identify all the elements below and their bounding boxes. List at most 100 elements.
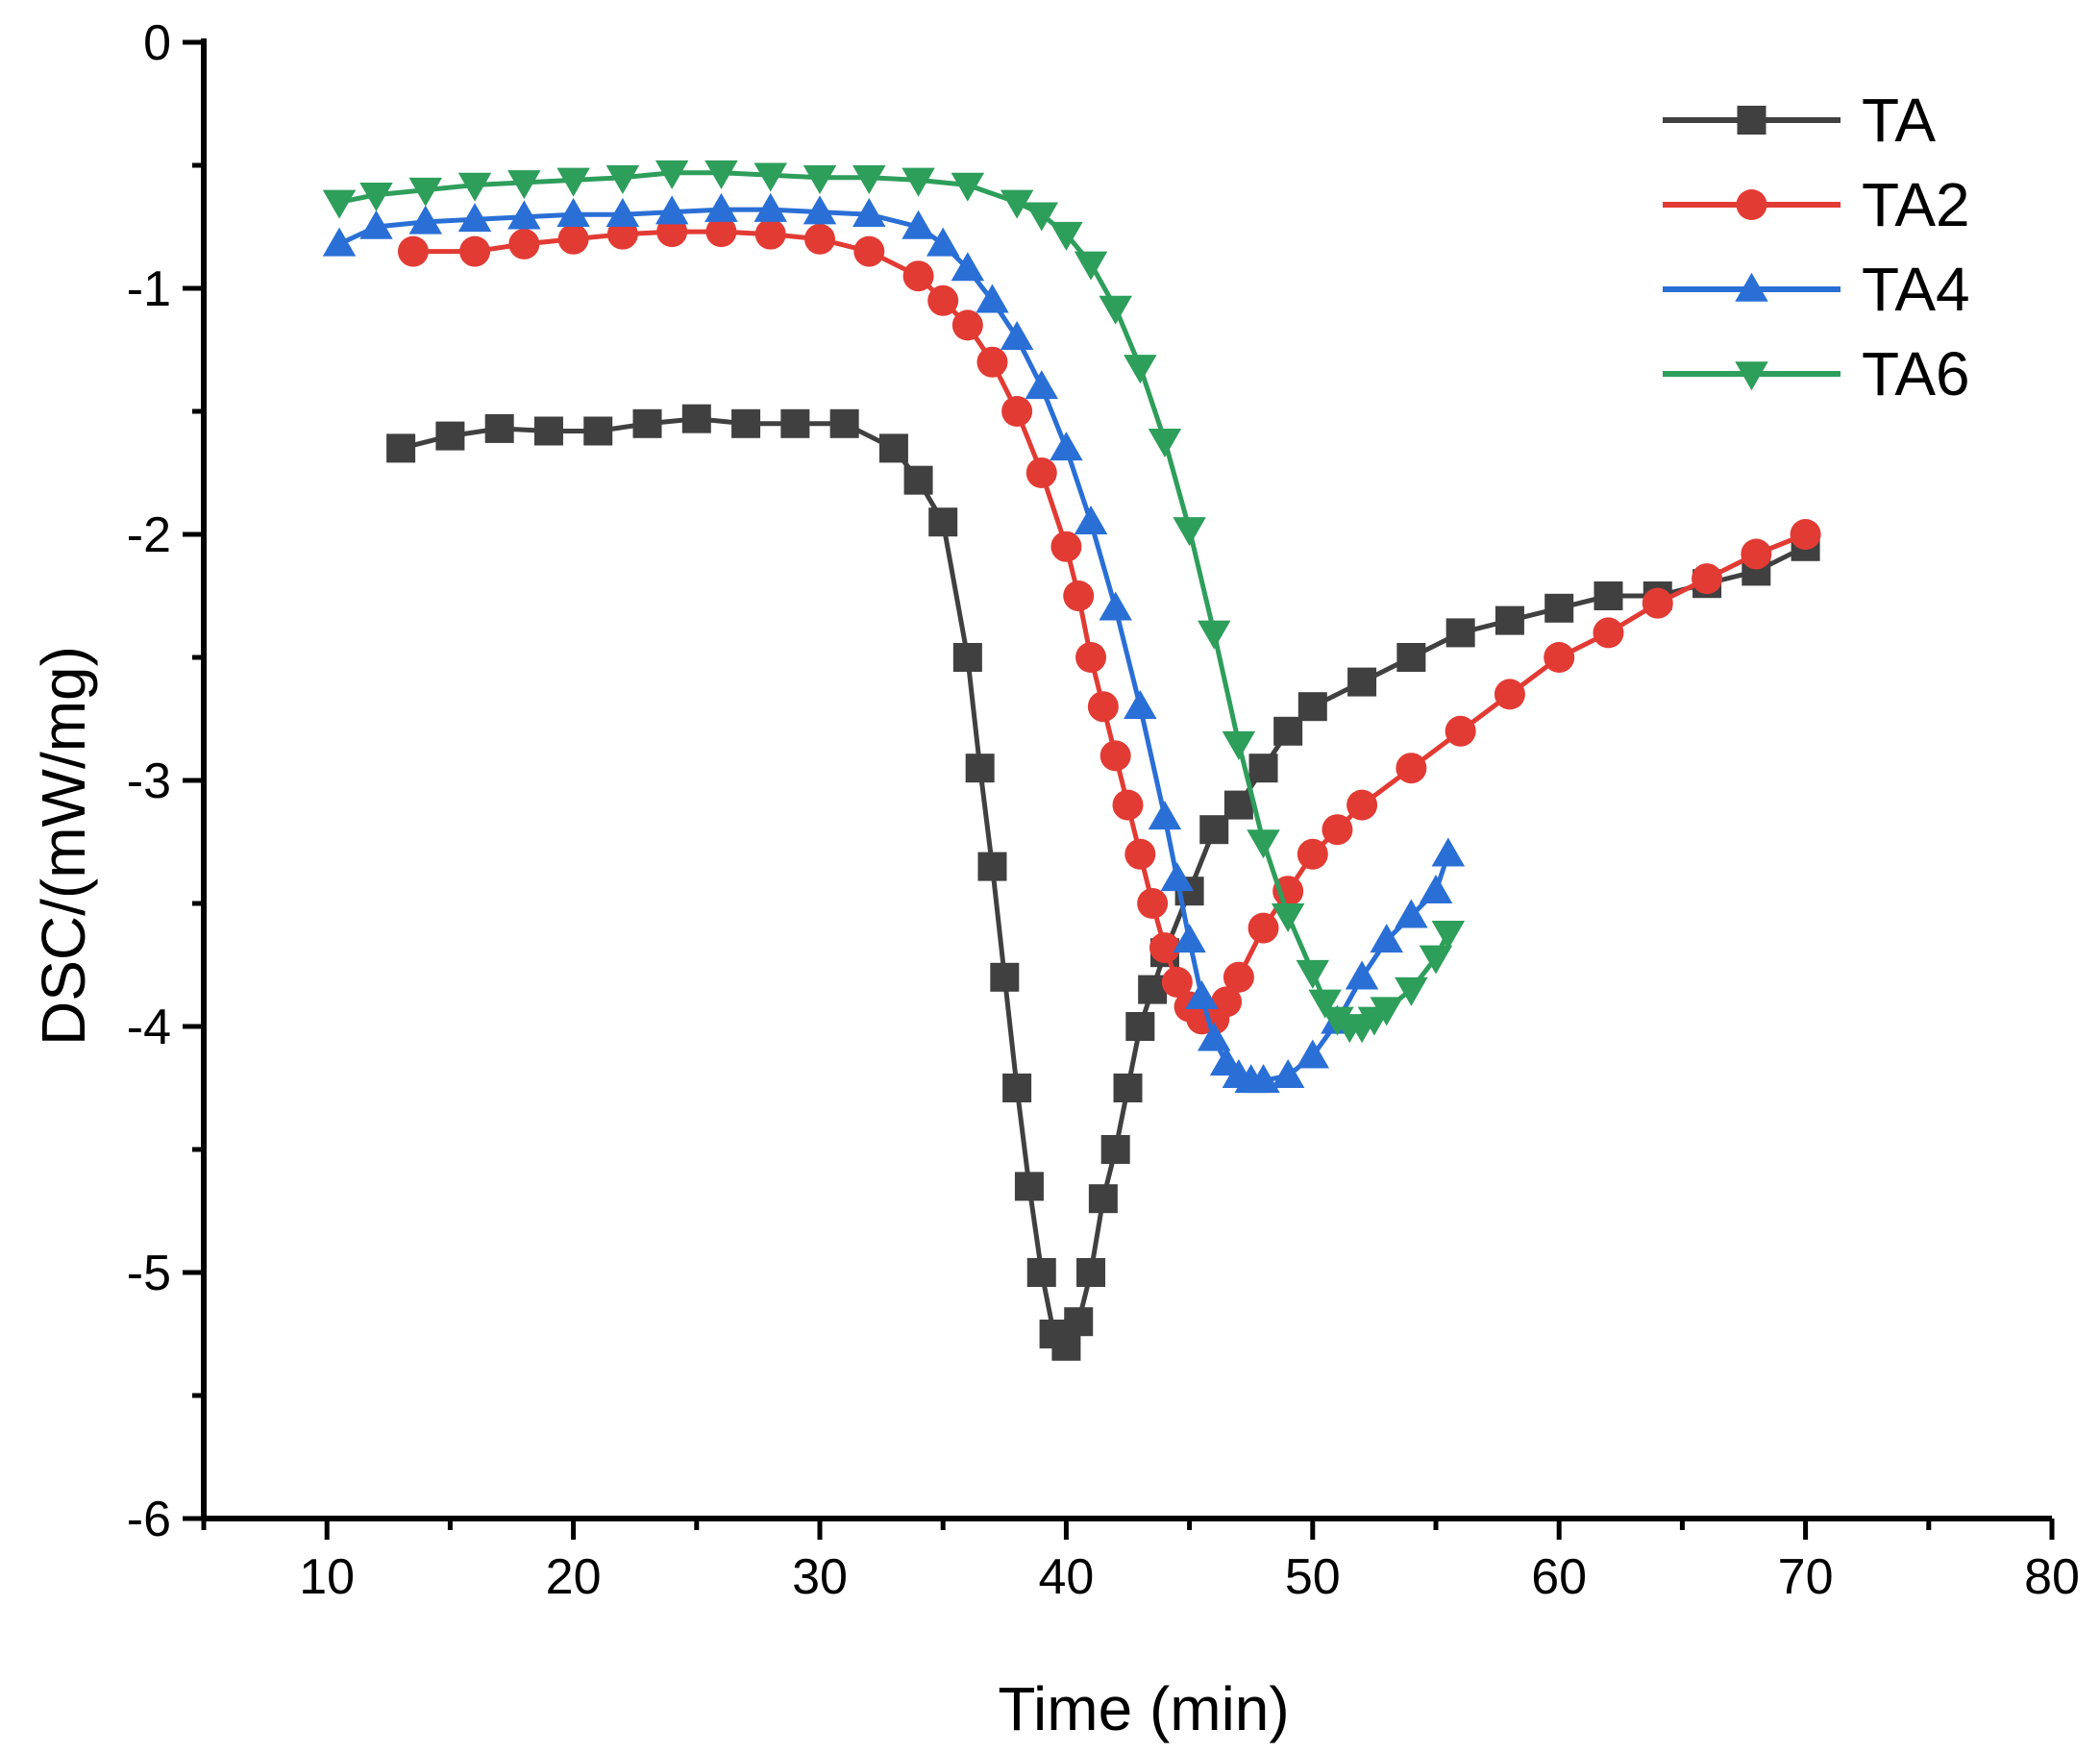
data-point-ta bbox=[533, 416, 563, 446]
series-line-ta6 bbox=[338, 170, 1451, 1029]
y-axis-title: DSC/(mW/mg) bbox=[29, 646, 98, 1046]
data-point-ta6 bbox=[556, 167, 590, 197]
data-point-ta4 bbox=[1345, 960, 1379, 990]
data-point-ta6 bbox=[951, 172, 985, 202]
data-point-ta2 bbox=[1063, 581, 1095, 611]
data-point-ta6 bbox=[1050, 221, 1083, 251]
series-line-ta4 bbox=[337, 207, 1451, 1083]
data-point-ta2 bbox=[1544, 642, 1575, 673]
data-point-ta2 bbox=[1396, 753, 1427, 784]
data-point-ta bbox=[1002, 1074, 1032, 1102]
data-point-ta6 bbox=[1271, 903, 1305, 933]
data-point-ta bbox=[1495, 605, 1524, 635]
data-point-ta2 bbox=[1112, 789, 1144, 821]
y-tick-label: -2 bbox=[127, 507, 171, 563]
data-point-ta bbox=[1026, 1258, 1056, 1287]
ticks-layer: 10 20 30 40 50 60 70 80 0 -1 -2 -3 -4 -5 -6 bbox=[127, 15, 2080, 1605]
data-point-ta6 bbox=[408, 177, 443, 207]
data-point-ta bbox=[829, 408, 859, 438]
data-point-ta2 bbox=[557, 223, 589, 255]
data-point-ta2 bbox=[853, 235, 885, 267]
legend: TA TA2 TA4 TA6 bbox=[1663, 86, 1970, 408]
x-tick-label: 60 bbox=[1531, 1549, 1587, 1605]
data-point-ta bbox=[965, 753, 995, 783]
x-tick-label: 30 bbox=[792, 1549, 848, 1605]
data-point-ta2 bbox=[1137, 888, 1169, 919]
legend-label: TA bbox=[1862, 86, 1936, 155]
data-point-ta bbox=[1051, 1331, 1081, 1361]
data-point-ta2 bbox=[804, 223, 835, 255]
data-point-ta6 bbox=[902, 167, 935, 197]
data-point-ta bbox=[1100, 1135, 1130, 1164]
data-point-ta2 bbox=[1741, 538, 1772, 570]
data-point-ta bbox=[1125, 1012, 1155, 1041]
legend-item-ta6: TA6 bbox=[1663, 339, 1970, 408]
x-tick-label: 70 bbox=[1778, 1549, 1834, 1605]
legend-label: TA2 bbox=[1862, 170, 1970, 239]
series-ta4 bbox=[322, 192, 1466, 1094]
data-point-ta4 bbox=[1000, 320, 1034, 350]
legend-marker bbox=[1735, 361, 1768, 391]
data-point-ta4 bbox=[976, 284, 1009, 313]
data-point-ta6 bbox=[457, 172, 492, 202]
data-point-ta2 bbox=[1025, 457, 1057, 488]
data-point-ta4 bbox=[1173, 924, 1206, 953]
data-point-ta6 bbox=[1173, 517, 1206, 547]
data-point-ta bbox=[583, 416, 613, 446]
data-point-ta bbox=[1223, 790, 1253, 820]
data-point-ta2 bbox=[1099, 740, 1131, 772]
data-point-ta6 bbox=[754, 162, 787, 192]
data-point-ta6 bbox=[359, 182, 393, 211]
data-point-ta6 bbox=[1000, 189, 1034, 219]
data-point-ta6 bbox=[852, 165, 886, 195]
data-point-ta2 bbox=[902, 260, 934, 292]
data-point-ta2 bbox=[1642, 587, 1673, 619]
series-layer bbox=[322, 160, 1821, 1361]
legend-marker bbox=[1736, 189, 1767, 220]
x-tick-label: 50 bbox=[1285, 1549, 1341, 1605]
data-point-ta bbox=[1273, 716, 1303, 746]
data-point-ta4 bbox=[408, 205, 443, 235]
data-point-ta bbox=[1199, 815, 1229, 845]
data-point-ta bbox=[632, 408, 662, 438]
data-point-ta2 bbox=[1593, 617, 1624, 649]
data-point-ta4 bbox=[322, 227, 357, 257]
data-point-ta4 bbox=[803, 195, 837, 225]
y-tick-label: -1 bbox=[127, 261, 171, 317]
data-point-ta bbox=[952, 643, 982, 672]
data-point-ta2 bbox=[951, 309, 983, 341]
data-point-ta2 bbox=[1149, 932, 1180, 964]
data-point-ta bbox=[1396, 643, 1426, 672]
data-point-ta2 bbox=[1248, 912, 1279, 944]
x-tick-label: 20 bbox=[546, 1549, 602, 1605]
data-point-ta4 bbox=[951, 252, 985, 282]
data-point-ta2 bbox=[1322, 814, 1353, 846]
data-point-ta4 bbox=[1148, 801, 1182, 830]
legend-item-ta: TA bbox=[1663, 86, 1936, 155]
data-point-ta bbox=[1076, 1258, 1106, 1287]
data-point-ta4 bbox=[704, 192, 738, 222]
data-point-ta4 bbox=[507, 200, 541, 230]
data-point-ta bbox=[1088, 1184, 1118, 1214]
data-point-ta2 bbox=[1692, 563, 1723, 595]
data-point-ta4 bbox=[1074, 505, 1108, 534]
x-tick-label: 40 bbox=[1038, 1549, 1094, 1605]
data-point-ta4 bbox=[1160, 862, 1195, 892]
x-tick-label: 10 bbox=[299, 1549, 355, 1605]
x-tick-label: 80 bbox=[2024, 1549, 2080, 1605]
legend-label: TA6 bbox=[1862, 339, 1970, 408]
data-point-ta6 bbox=[1308, 989, 1342, 1019]
data-point-ta bbox=[1445, 618, 1475, 648]
data-point-ta bbox=[1064, 1307, 1094, 1337]
legend-item-ta2: TA2 bbox=[1663, 170, 1970, 239]
data-point-ta4 bbox=[457, 203, 492, 233]
data-point-ta bbox=[1594, 581, 1623, 610]
data-point-ta4 bbox=[605, 197, 640, 227]
data-point-ta6 bbox=[1247, 829, 1280, 859]
data-point-ta bbox=[1347, 667, 1377, 697]
y-tick-label: -6 bbox=[127, 1492, 171, 1547]
series-line-ta bbox=[400, 416, 1807, 1349]
data-point-ta2 bbox=[705, 216, 737, 248]
data-point-ta2 bbox=[1346, 789, 1378, 821]
